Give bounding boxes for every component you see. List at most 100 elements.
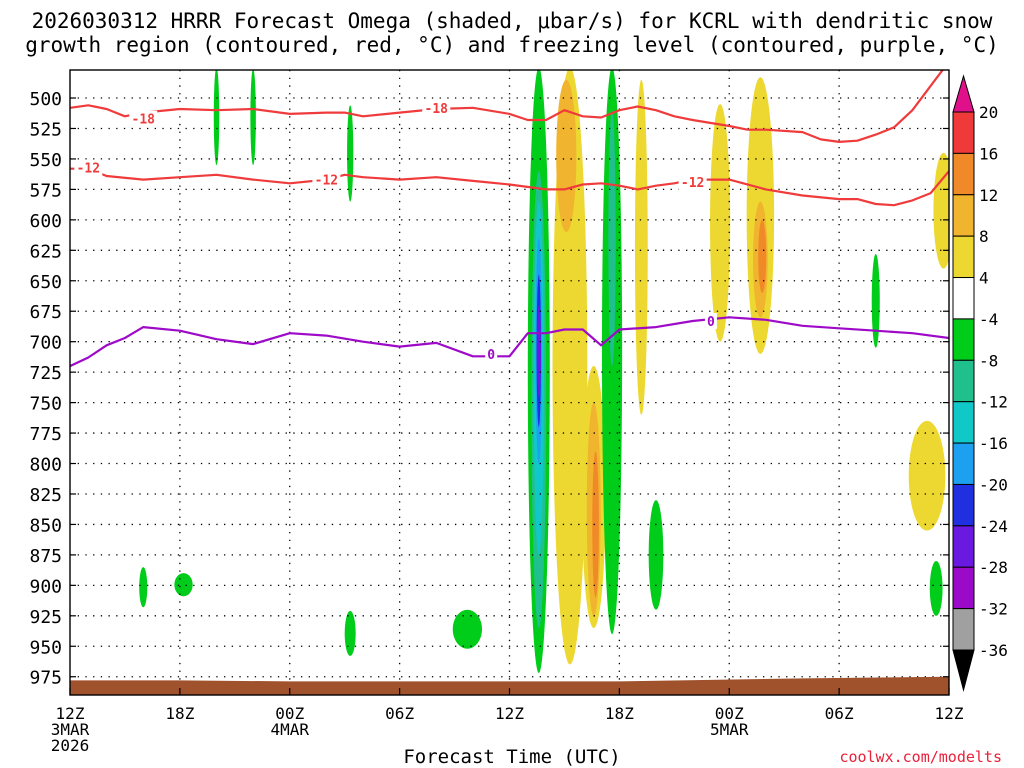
contour-label: 0 bbox=[707, 315, 715, 330]
colorbar-label: -20 bbox=[979, 475, 1008, 494]
colorbar-swatch bbox=[952, 442, 975, 485]
omega-shading bbox=[139, 70, 949, 673]
x-tick-label: 00Z bbox=[275, 704, 304, 723]
x-axis-label: Forecast Time (UTC) bbox=[403, 746, 621, 768]
y-tick-label: 825 bbox=[29, 485, 62, 506]
colorbar-swatch bbox=[952, 566, 975, 610]
y-tick-label: 650 bbox=[29, 272, 62, 293]
contour-line bbox=[70, 70, 944, 143]
omega-region bbox=[592, 451, 599, 598]
omega-region bbox=[250, 70, 256, 166]
colorbar-label: -32 bbox=[979, 600, 1008, 619]
omega-region bbox=[710, 104, 731, 342]
omega-region bbox=[608, 110, 616, 367]
colorbar-swatch bbox=[952, 194, 975, 237]
omega-region bbox=[536, 305, 541, 397]
y-tick-label: 800 bbox=[29, 455, 62, 476]
contour-label: 0 bbox=[487, 348, 495, 363]
contour-line bbox=[70, 167, 949, 207]
omega-region bbox=[634, 79, 648, 415]
colorbar-top-arrow bbox=[952, 74, 975, 113]
omega-region bbox=[929, 560, 943, 616]
chart-title-line1: 2026030312 HRRR Forecast Omega (shaded, … bbox=[31, 9, 993, 33]
contour-label: -18 bbox=[132, 113, 156, 128]
x-tick-label: 4MAR bbox=[270, 720, 309, 739]
omega-region bbox=[213, 70, 220, 166]
x-tick-label: 18Z bbox=[165, 704, 194, 723]
contour-label: -12 bbox=[681, 176, 704, 191]
contour-label-bg bbox=[74, 159, 103, 176]
contour-label: -12 bbox=[315, 174, 338, 189]
y-tick-label: 525 bbox=[29, 119, 62, 140]
x-tick-label: 18Z bbox=[605, 704, 634, 723]
colorbar: 20 16 12 8 4 -4 -8 -12 -16 -20 -24 -28 -32 -36 bbox=[952, 74, 1008, 692]
x-tick-label: 00Z bbox=[715, 704, 744, 723]
omega-region bbox=[758, 219, 767, 293]
x-tick-label: 06Z bbox=[825, 704, 854, 723]
contour-label-bg bbox=[678, 174, 707, 191]
omega-region bbox=[871, 253, 880, 348]
contour-label-bg bbox=[485, 345, 498, 362]
y-tick-label: 700 bbox=[29, 333, 62, 354]
temperature-contours: -18 -18 -12 -12 -12 0 0 bbox=[70, 70, 949, 368]
y-tick-label: 725 bbox=[29, 363, 62, 384]
contour-label-bg bbox=[312, 171, 341, 188]
omega-region bbox=[174, 573, 193, 597]
colorbar-bottom-arrow bbox=[952, 649, 975, 692]
omega-region bbox=[908, 420, 946, 531]
contour-line bbox=[70, 316, 949, 368]
y-tick-label: 850 bbox=[29, 515, 62, 536]
y-tick-label: 875 bbox=[29, 546, 62, 567]
colorbar-swatch bbox=[952, 401, 975, 444]
x-tick-label: 12Z bbox=[495, 704, 524, 723]
colorbar-label: 4 bbox=[979, 269, 989, 288]
y-tick-label: 625 bbox=[29, 241, 62, 262]
colorbar-swatch bbox=[952, 608, 975, 651]
chart-title-line2: growth region (contoured, red, °C) and f… bbox=[25, 33, 999, 57]
contour-label-bg bbox=[129, 110, 158, 127]
colorbar-label: -36 bbox=[979, 641, 1008, 660]
x-tick-label: 12Z bbox=[935, 704, 964, 723]
contour-label: -12 bbox=[77, 161, 100, 176]
omega-region bbox=[933, 152, 949, 269]
colorbar-swatch bbox=[952, 359, 975, 403]
colorbar-label: 16 bbox=[979, 144, 998, 163]
y-tick-label: 500 bbox=[29, 89, 62, 110]
contour-label-bg bbox=[704, 312, 717, 329]
y-tick-label: 925 bbox=[29, 607, 62, 628]
colorbar-label: 8 bbox=[979, 227, 989, 246]
x-tick-label: 3MAR bbox=[51, 720, 90, 739]
grid bbox=[70, 70, 949, 695]
colorbar-swatch bbox=[952, 235, 975, 279]
colorbar-swatch bbox=[952, 525, 975, 568]
y-tick-label: 575 bbox=[29, 180, 62, 201]
colorbar-swatch bbox=[952, 111, 975, 154]
colorbar-label: 20 bbox=[979, 103, 998, 122]
colorbar-swatch bbox=[952, 277, 975, 320]
colorbar-swatch bbox=[952, 318, 975, 361]
x-tick-label: 5MAR bbox=[710, 720, 749, 739]
omega-region bbox=[344, 610, 356, 657]
x-tick-label: 06Z bbox=[385, 704, 414, 723]
omega-region bbox=[556, 79, 577, 233]
colorbar-label: -24 bbox=[979, 517, 1008, 536]
y-tick-label: 600 bbox=[29, 211, 62, 232]
omega-region bbox=[452, 609, 483, 649]
colorbar-label: -8 bbox=[979, 351, 998, 370]
y-tick-label: 550 bbox=[29, 150, 62, 171]
colorbar-label: -4 bbox=[979, 310, 998, 329]
colorbar-swatch bbox=[952, 483, 975, 527]
colorbar-label: -16 bbox=[979, 434, 1008, 453]
x-tick-label: 12Z bbox=[56, 704, 85, 723]
y-tick-label: 775 bbox=[29, 424, 62, 445]
omega-region bbox=[139, 567, 148, 608]
y-tick-label: 900 bbox=[29, 576, 62, 597]
x-tick-label: 2026 bbox=[51, 736, 90, 755]
contour-label: -18 bbox=[425, 102, 449, 117]
site-credit[interactable]: coolwx.com/modelts bbox=[839, 748, 1002, 766]
y-tick-label: 675 bbox=[29, 302, 62, 323]
y-tick-label: 950 bbox=[29, 637, 62, 658]
colorbar-label: -28 bbox=[979, 558, 1008, 577]
